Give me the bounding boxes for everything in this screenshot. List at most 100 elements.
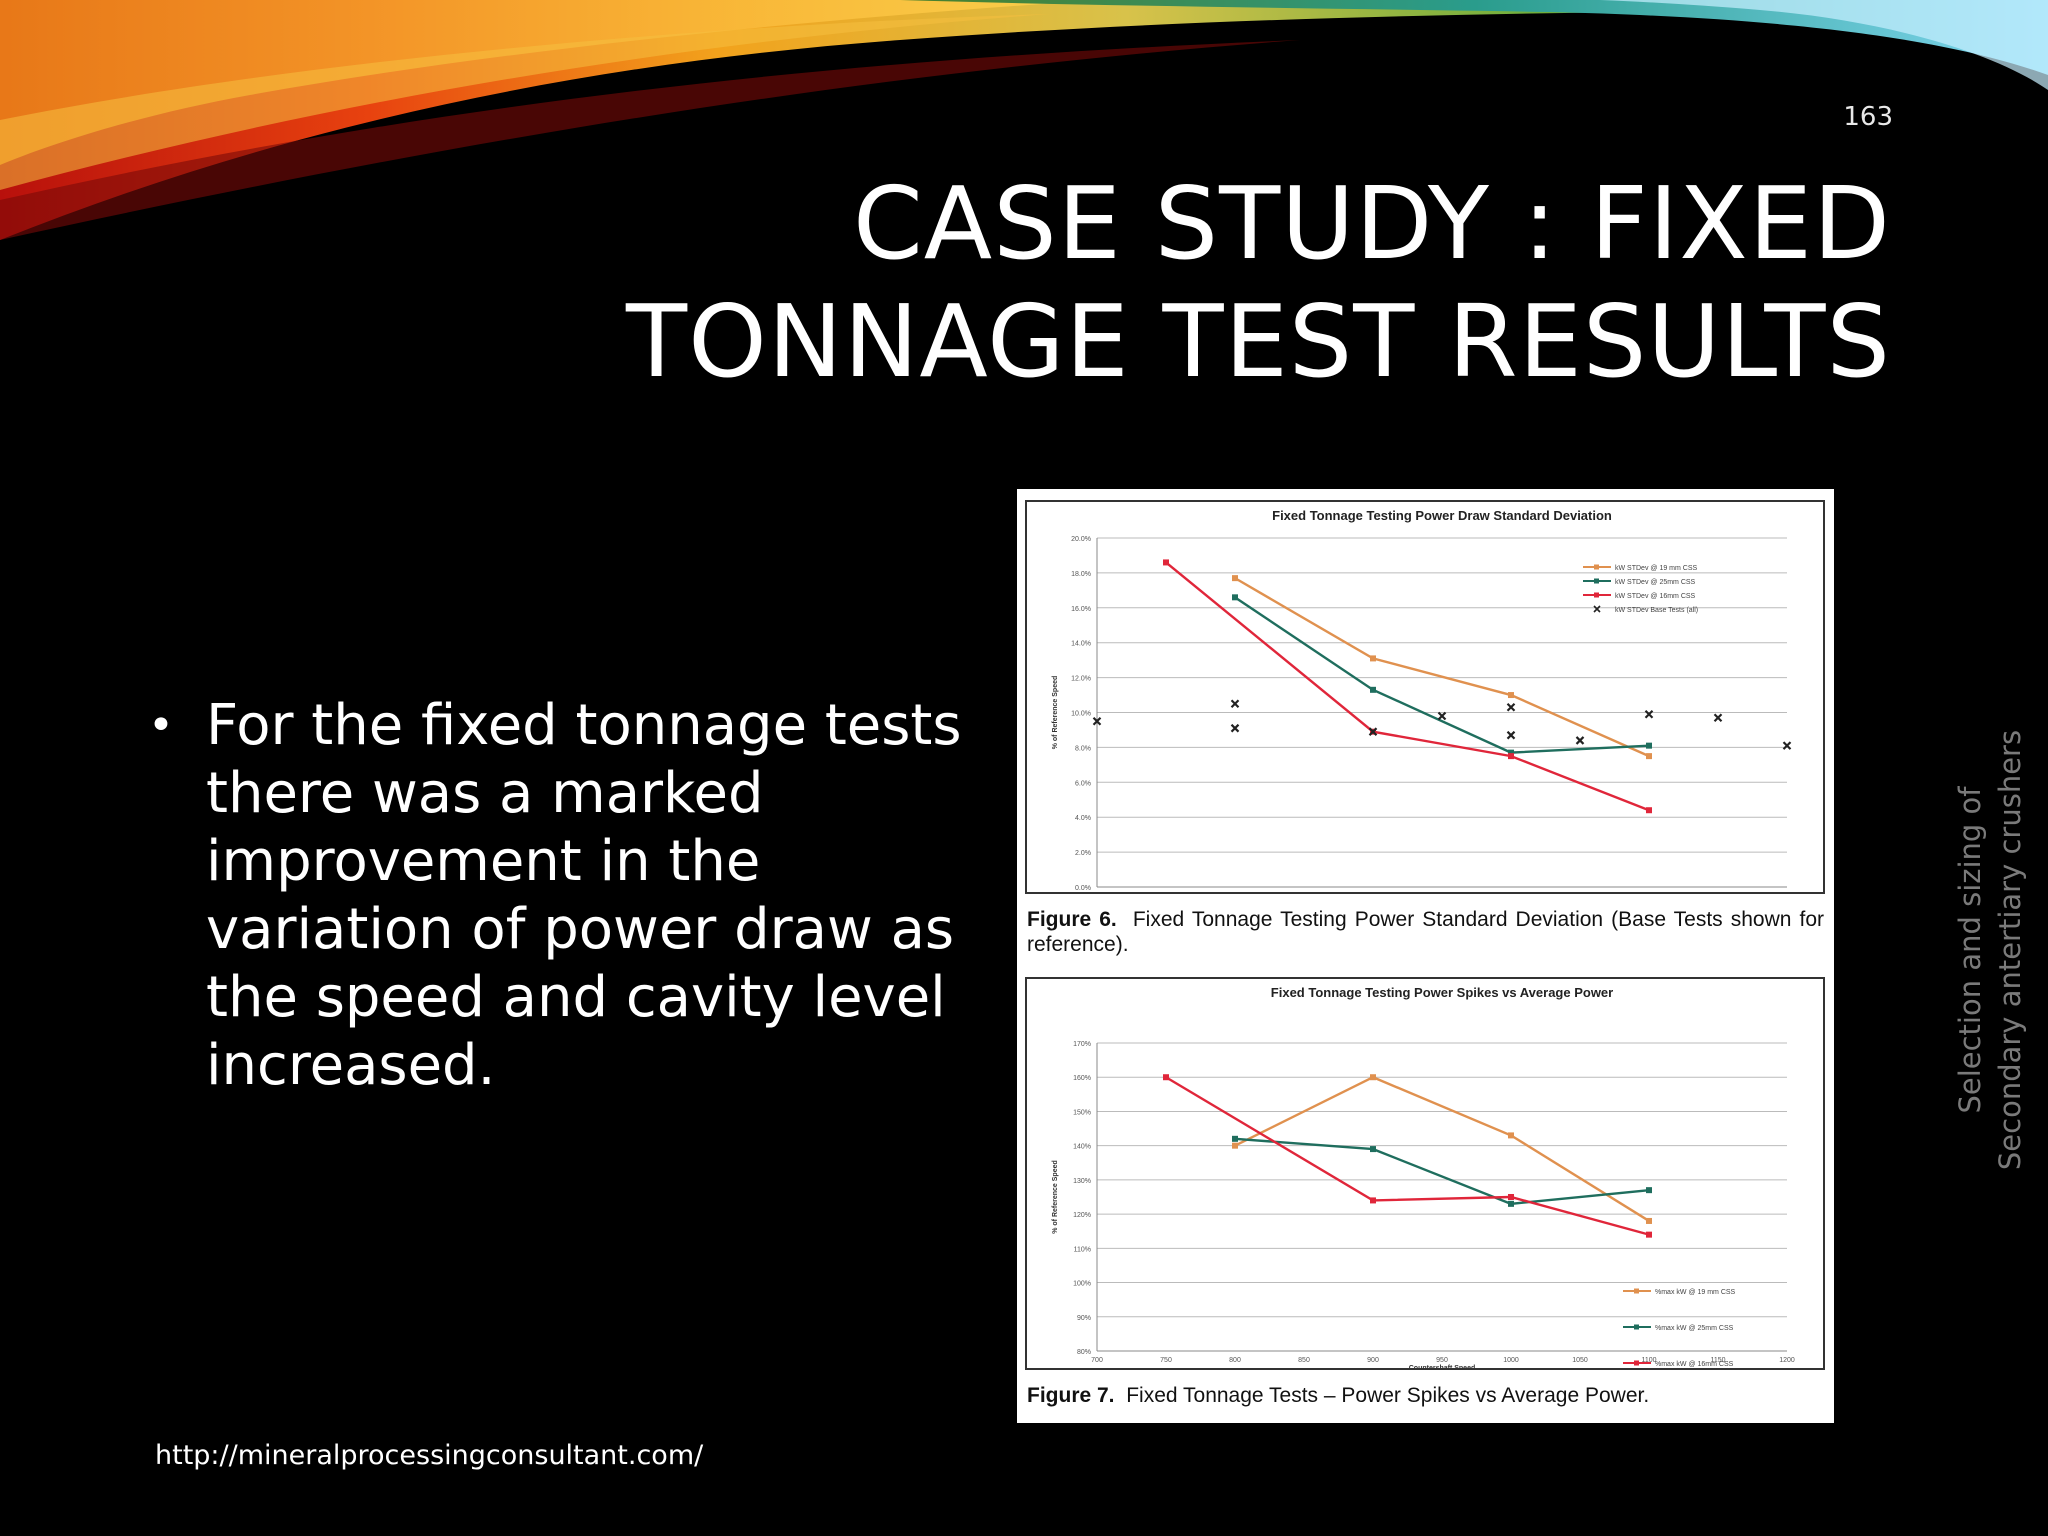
- figure-7-label: Figure 7.: [1027, 1384, 1115, 1407]
- y-tick-label: 0.0%: [1075, 885, 1091, 892]
- y-tick-label: 18.0%: [1071, 571, 1091, 578]
- y-tick-label: 110%: [1074, 1246, 1091, 1253]
- x-tick-label: 850: [1298, 1357, 1310, 1364]
- legend-marker: [1594, 564, 1599, 570]
- data-point: [1508, 1132, 1514, 1139]
- y-tick-label: 90%: [1077, 1315, 1091, 1322]
- data-point: [1163, 559, 1169, 566]
- figure-6-label: Figure 6.: [1027, 908, 1117, 931]
- y-tick-label: 2.0%: [1075, 850, 1091, 857]
- data-point-x-marker: [1437, 711, 1447, 721]
- title-line-2: TONNAGE TEST RESULTS: [626, 283, 1891, 400]
- source-url: http://mineralprocessingconsultant.com/: [155, 1440, 704, 1471]
- bullet-dot-icon: •: [148, 700, 174, 751]
- power-spikes-chart: Fixed Tonnage Testing Power Spikes vs Av…: [1052, 985, 1795, 1372]
- title-line-1: CASE STUDY : FIXED: [852, 165, 1891, 282]
- x-tick-label: 1200: [1779, 1357, 1795, 1364]
- x-axis-label: Countershaft Speed: [1409, 1365, 1476, 1368]
- data-point: [1232, 575, 1238, 582]
- y-tick-label: 10.0%: [1071, 711, 1091, 718]
- y-axis-label: % of Reference Speed: [1052, 676, 1059, 750]
- x-tick-label: 750: [1160, 1357, 1172, 1364]
- figure-6-text: Fixed Tonnage Testing Power Standard Dev…: [1027, 908, 1824, 956]
- data-point-x-marker: [1506, 730, 1516, 740]
- y-tick-label: 160%: [1073, 1075, 1091, 1082]
- legend-label: %max kW @ 19 mm CSS: [1655, 1289, 1736, 1296]
- data-point: [1646, 1231, 1652, 1238]
- data-point: [1508, 1194, 1514, 1200]
- y-tick-label: 14.0%: [1071, 641, 1091, 648]
- data-point: [1370, 655, 1376, 662]
- legend-marker: [1594, 578, 1599, 584]
- data-point: [1646, 753, 1652, 760]
- data-point: [1646, 1217, 1652, 1224]
- data-point-x-marker: [1782, 741, 1792, 750]
- legend-label: kW STDev Base Tests (all): [1615, 607, 1698, 614]
- legend-marker: [1634, 1288, 1639, 1294]
- series-line: [1165, 561, 1650, 812]
- data-point: [1508, 1200, 1514, 1207]
- data-point-x-marker: [1713, 713, 1723, 723]
- legend-label: kW STDev @ 16mm CSS: [1615, 593, 1696, 600]
- figure-7-text: Fixed Tonnage Tests – Power Spikes vs Av…: [1126, 1384, 1650, 1407]
- data-point: [1232, 1135, 1238, 1142]
- series-line: [1234, 1137, 1650, 1206]
- figure-7-frame: Fixed Tonnage Testing Power Spikes vs Av…: [1025, 977, 1825, 1372]
- y-tick-label: 170%: [1073, 1041, 1091, 1048]
- legend-marker: [1634, 1324, 1639, 1330]
- y-tick-label: 12.0%: [1071, 676, 1091, 683]
- data-point: [1370, 686, 1376, 693]
- side-caption-line-1: Selection and sizing of: [1953, 786, 1987, 1114]
- y-tick-label: 20.0%: [1071, 536, 1091, 543]
- x-tick-label: 1150: [1710, 1357, 1725, 1364]
- data-point: [1508, 749, 1514, 756]
- x-tick-label: 1050: [1572, 1357, 1588, 1364]
- legend-label: kW STDev @ 19 mm CSS: [1615, 565, 1698, 572]
- y-tick-label: 80%: [1077, 1349, 1091, 1356]
- y-tick-label: 4.0%: [1075, 815, 1091, 822]
- series-line: [1234, 1075, 1650, 1222]
- data-point-x-marker: [1575, 736, 1585, 745]
- side-caption: Selection and sizing of Secondary antert…: [1950, 720, 2030, 1180]
- data-point: [1646, 807, 1652, 814]
- y-tick-label: 150%: [1073, 1109, 1091, 1116]
- data-point-x-marker: [1230, 699, 1240, 709]
- data-point: [1508, 692, 1514, 699]
- data-point: [1370, 1197, 1376, 1204]
- y-tick-label: 8.0%: [1075, 745, 1091, 752]
- series-line: [1234, 577, 1650, 758]
- y-tick-label: 100%: [1073, 1281, 1091, 1288]
- slide-number: 163: [1843, 102, 1893, 132]
- legend-marker: [1634, 1360, 1639, 1366]
- data-point-x-marker: [1506, 702, 1516, 712]
- slide-title: CASE STUDY : FIXED TONNAGE TEST RESULTS: [391, 165, 1891, 401]
- x-tick-label: 900: [1367, 1357, 1379, 1364]
- bullet-text: For the fixed tonnage tests there was a …: [206, 693, 962, 1098]
- y-tick-label: 140%: [1073, 1144, 1091, 1151]
- data-point: [1370, 1146, 1376, 1153]
- data-point: [1508, 753, 1514, 760]
- series-line: [1234, 596, 1650, 754]
- data-point: [1646, 1187, 1652, 1194]
- side-caption-line-2: Secondary antertiary crushers: [1993, 729, 2027, 1171]
- figure-7-caption: Figure 7. Fixed Tonnage Tests – Power Sp…: [1027, 1383, 1824, 1408]
- chart-title: Fixed Tonnage Testing Power Draw Standar…: [1272, 508, 1612, 523]
- x-tick-label: 1000: [1503, 1357, 1519, 1364]
- data-point-x-marker: [1368, 727, 1378, 736]
- data-point: [1370, 1074, 1376, 1081]
- y-axis-label: % of Reference Speed: [1052, 1160, 1059, 1234]
- series-line: [1165, 1076, 1650, 1236]
- power-stddev-chart: Fixed Tonnage Testing Power Draw Standar…: [1052, 508, 1795, 908]
- figure-6-frame: Fixed Tonnage Testing Power Draw Standar…: [1025, 500, 1825, 908]
- legend-label: %max kW @ 25mm CSS: [1655, 1325, 1734, 1332]
- data-point-x-marker: [1092, 716, 1102, 726]
- chart-title: Fixed Tonnage Testing Power Spikes vs Av…: [1271, 985, 1613, 1000]
- y-tick-label: 16.0%: [1071, 606, 1091, 613]
- x-tick-label: 700: [1091, 1357, 1103, 1364]
- figure-6-caption: Figure 6. Fixed Tonnage Testing Power St…: [1027, 907, 1824, 957]
- legend-marker: [1593, 605, 1601, 613]
- data-point: [1232, 594, 1238, 601]
- figure-panel: Fixed Tonnage Testing Power Draw Standar…: [1017, 489, 1834, 1423]
- y-tick-label: 130%: [1073, 1178, 1091, 1185]
- x-tick-label: 950: [1436, 1357, 1448, 1364]
